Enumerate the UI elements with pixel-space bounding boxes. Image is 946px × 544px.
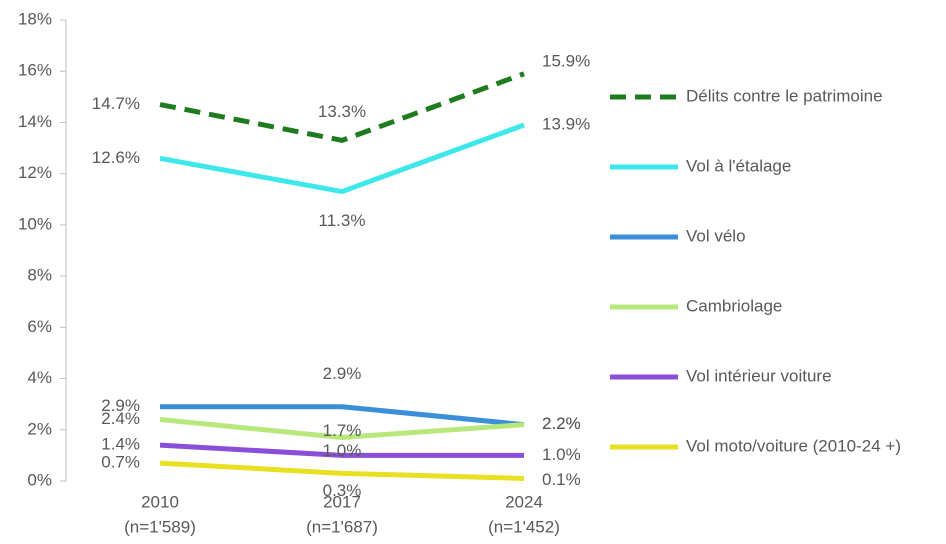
x-tick-note: (n=1'452)	[488, 517, 560, 536]
data-label: 13.3%	[318, 102, 366, 121]
legend-label: Cambriolage	[686, 296, 782, 315]
legend-label: Vol vélo	[686, 226, 746, 245]
x-tick-note: (n=1'687)	[306, 517, 378, 536]
legend-label: Vol à l'étalage	[686, 156, 791, 175]
y-tick-label: 16%	[18, 61, 52, 80]
legend-label: Vol intérieur voiture	[686, 366, 832, 385]
data-label: 2.4%	[101, 409, 140, 428]
x-tick-label: 2024	[505, 492, 543, 511]
data-label: 0.1%	[542, 470, 581, 489]
y-tick-label: 0%	[27, 470, 52, 489]
y-tick-label: 10%	[18, 214, 52, 233]
data-label: 1.7%	[323, 421, 362, 440]
data-label: 2.9%	[101, 396, 140, 415]
y-tick-label: 12%	[18, 163, 52, 182]
data-label: 14.7%	[92, 94, 140, 113]
legend-label: Vol moto/voiture (2010-24 +)	[686, 436, 901, 455]
data-label: 11.3%	[319, 211, 366, 230]
y-tick-label: 18%	[18, 9, 52, 28]
series-line	[160, 404, 525, 428]
y-tick-label: 14%	[18, 112, 52, 131]
series-line	[159, 71, 525, 143]
y-tick-label: 4%	[27, 368, 52, 387]
x-tick-label: 2010	[141, 492, 179, 511]
data-label: 0.7%	[101, 453, 140, 472]
x-tick-label: 2017	[323, 492, 361, 511]
data-label: 2.2%	[542, 414, 581, 433]
data-label: 1.0%	[542, 445, 581, 464]
series-line	[159, 122, 525, 195]
data-label: 12.6%	[92, 148, 140, 167]
y-tick-label: 6%	[27, 317, 52, 336]
data-label: 2.9%	[323, 364, 362, 383]
data-label: 15.9%	[542, 51, 590, 70]
data-label: 1.0%	[323, 441, 362, 460]
series-line	[159, 460, 525, 481]
y-tick-label: 2%	[27, 419, 52, 438]
data-label: 13.9%	[542, 114, 590, 133]
y-tick-label: 8%	[27, 266, 52, 285]
x-tick-note: (n=1'589)	[124, 517, 196, 536]
series-line	[159, 417, 525, 440]
data-label: 0.3%	[323, 481, 362, 500]
series-line	[159, 442, 524, 458]
data-label: 2.2%	[542, 414, 581, 433]
legend-label: Délits contre le patrimoine	[686, 86, 883, 105]
data-label: 1.4%	[101, 435, 140, 454]
